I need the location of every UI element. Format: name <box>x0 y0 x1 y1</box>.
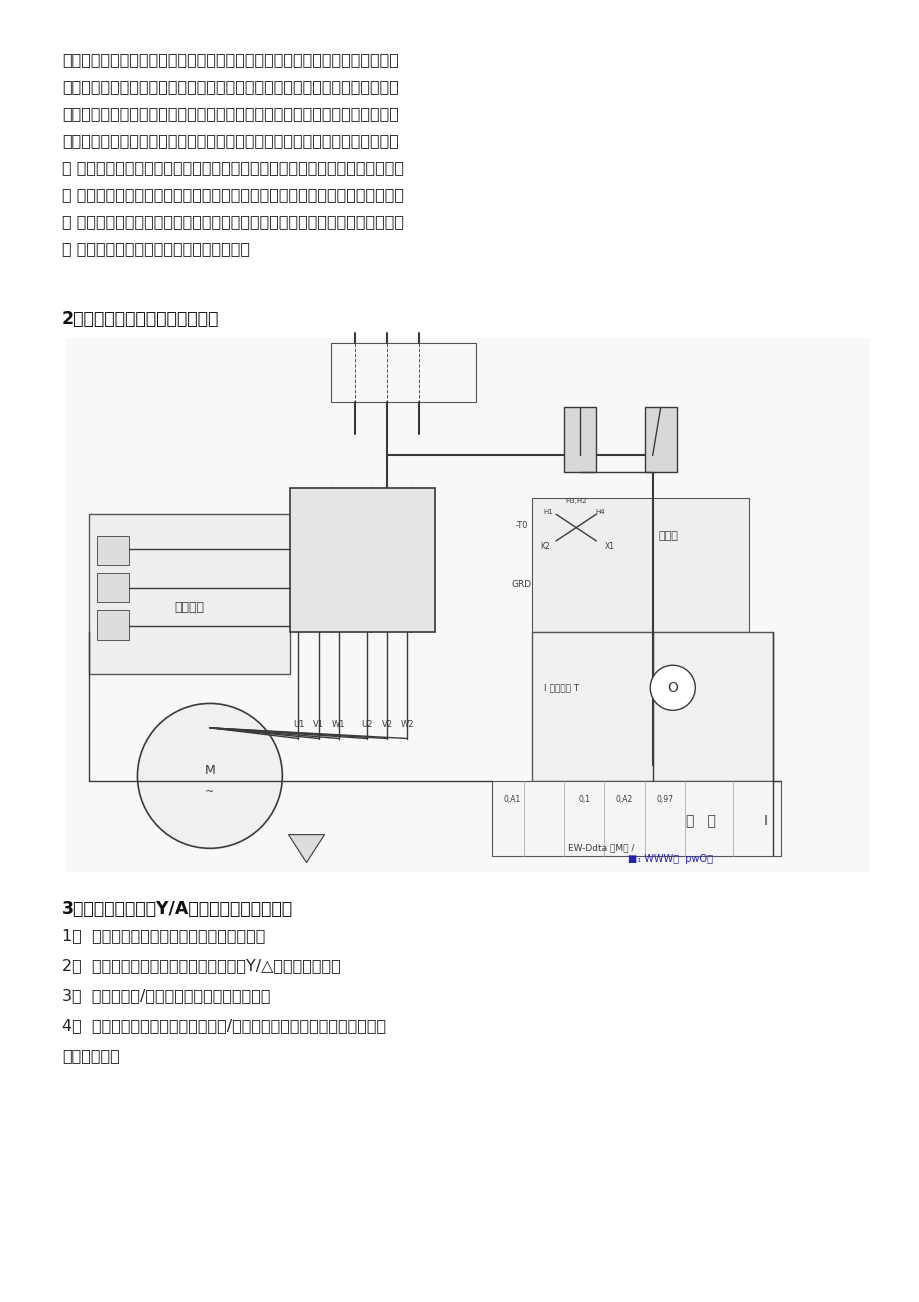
Text: ~: ~ <box>205 786 214 797</box>
Text: H3,H2: H3,H2 <box>565 497 586 504</box>
Text: 电焕连晟: 电焕连晟 <box>175 602 205 615</box>
Bar <box>97 573 130 603</box>
Text: 2、  利用基本顺序指令编写电机正反转和Y/△启动控制程序。: 2、 利用基本顺序指令编写电机正反转和Y/△启动控制程序。 <box>62 958 340 973</box>
Text: X1: X1 <box>604 542 614 551</box>
Bar <box>531 631 773 781</box>
Text: GRD: GRD <box>511 581 531 590</box>
Text: V2: V2 <box>381 720 392 729</box>
Text: 电气元件组装，控制线路接点较多，在其运行中，故障率相对还是比较高。从事: 电气元件组装，控制线路接点较多，在其运行中，故障率相对还是比较高。从事 <box>62 79 399 94</box>
Text: 3、  掌握电机星/三角换接启动主回路的接线。: 3、 掌握电机星/三角换接启动主回路的接线。 <box>62 988 270 1003</box>
Bar <box>290 487 435 631</box>
Text: 3、三相异步电动机Y/A换接启动及正反转控制: 3、三相异步电动机Y/A换接启动及正反转控制 <box>62 900 293 918</box>
Bar <box>330 344 475 402</box>
Text: EW-Ddta 控M端 /: EW-Ddta 控M端 / <box>568 844 634 853</box>
Text: O: O <box>666 681 677 695</box>
Text: 时 因为负载或电机变动，要更改电动机的起动方式，如原来是自藕起动，要改为: 时 因为负载或电机变动，要更改电动机的起动方式，如原来是自藕起动，要改为 <box>62 214 403 229</box>
Text: 变压器: 变压器 <box>658 531 678 540</box>
Bar <box>563 408 596 471</box>
Text: 0,A1: 0,A1 <box>503 796 520 805</box>
Text: U1: U1 <box>292 720 304 729</box>
Circle shape <box>137 703 282 849</box>
Bar <box>531 499 748 631</box>
Text: H1: H1 <box>542 509 552 514</box>
Text: W2: W2 <box>400 720 414 729</box>
Text: 4、  学会用可编程控制器实现电机星/三角换接降压启动过程的编程方法。: 4、 学会用可编程控制器实现电机星/三角换接降压启动过程的编程方法。 <box>62 1018 386 1032</box>
Text: W1: W1 <box>332 720 345 729</box>
Text: 良引起的，在工况环境恶劣（如粉尘，潮湿）的地方，这类故障更多，但检查起: 良引起的，在工况环境恶劣（如粉尘，潮湿）的地方，这类故障更多，但检查起 <box>62 133 399 148</box>
Text: 软起动和变频控制容易，目前在实际运用中还占有很大的比重。但因其采用分立: 软起动和变频控制容易，目前在实际运用中还占有很大的比重。但因其采用分立 <box>62 52 399 66</box>
Text: 0,97: 0,97 <box>655 796 673 805</box>
Text: 2、三相异步电动机软启动接线图: 2、三相异步电动机软启动接线图 <box>62 310 219 328</box>
Text: U2: U2 <box>361 720 372 729</box>
Bar <box>491 781 780 855</box>
Text: 1、  掌握自锁、互锁、定时等常用电路的编程: 1、 掌握自锁、互锁、定时等常用电路的编程 <box>62 928 265 943</box>
Text: M: M <box>204 764 215 777</box>
Polygon shape <box>289 835 324 863</box>
Bar <box>65 339 869 872</box>
Text: ■₁ WWW：  pwO：: ■₁ WWW： pwO： <box>628 854 713 863</box>
Text: 星 三角起动，也要更改控制线路才能实现。: 星 三角起动，也要更改控制线路才能实现。 <box>62 241 250 256</box>
Text: K2: K2 <box>539 542 550 551</box>
Bar <box>97 535 130 565</box>
Bar <box>644 408 676 471</box>
Text: 来 确颇费时间。另外有时根据生产需要，要更改电机的运行方式，如原来电机是: 来 确颇费时间。另外有时根据生产需要，要更改电机的运行方式，如原来电机是 <box>62 160 403 174</box>
Text: H4: H4 <box>595 509 605 514</box>
Text: -T0: -T0 <box>516 522 528 530</box>
Bar <box>97 611 130 639</box>
Text: I: I <box>763 814 766 828</box>
Bar <box>89 514 290 674</box>
Text: 二、实验原理: 二、实验原理 <box>62 1048 119 1062</box>
Text: 0,1: 0,1 <box>578 796 590 805</box>
Text: 0,A2: 0,A2 <box>615 796 632 805</box>
Text: I 塔悠设笔 T: I 塔悠设笔 T <box>543 684 579 693</box>
Text: 连 续运行的，需要改成定时运行，这时就需要增加元件，更改线路才能实现。有: 连 续运行的，需要改成定时运行，这时就需要增加元件，更改线路才能实现。有 <box>62 187 403 202</box>
Circle shape <box>650 665 695 711</box>
Text: 止   沿: 止 沿 <box>686 814 715 828</box>
Text: 过电气维护的技术人员都知道，很多故障都是电气元件的触点和连线接点接触不: 过电气维护的技术人员都知道，很多故障都是电气元件的触点和连线接点接触不 <box>62 105 399 121</box>
Text: V1: V1 <box>312 720 323 729</box>
